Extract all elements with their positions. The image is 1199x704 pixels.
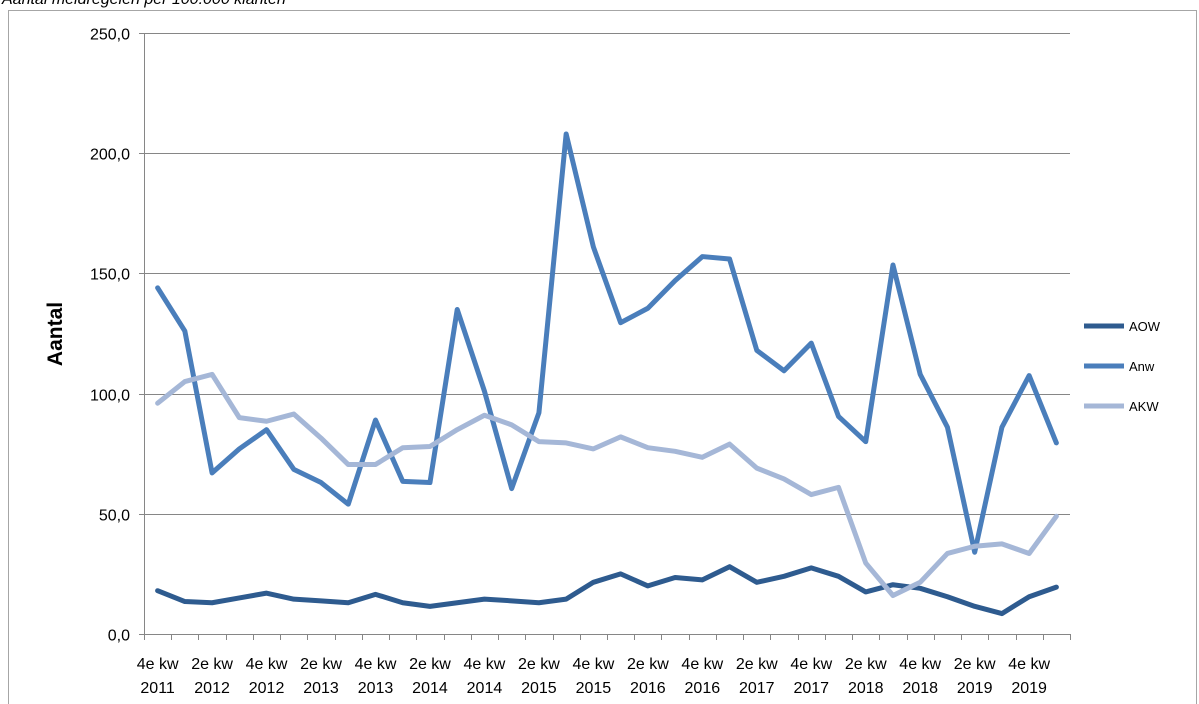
chart-title: Aantal meldregelen per 100.000 klanten — [2, 0, 286, 9]
x-tick-label: 4e kw 2013 — [355, 656, 397, 697]
x-tick-label: 2e kw 2012 — [191, 656, 233, 697]
y-tick-label: 0,0 — [108, 628, 130, 645]
y-tick-label: 100,0 — [90, 388, 130, 405]
x-tick-label: 4e kw 2014 — [464, 656, 506, 697]
x-tick-label: 4e kw 2011 — [137, 656, 179, 697]
x-tick-label: 2e kw 2015 — [518, 656, 560, 697]
y-tick-label: 250,0 — [90, 27, 130, 44]
series-line-anw — [155, 131, 1059, 555]
x-tick-label: 4e kw 2016 — [681, 656, 723, 697]
legend-label: AOW — [1129, 319, 1161, 334]
x-tick-label: 4e kw 2012 — [246, 656, 288, 697]
chart-border — [8, 10, 1197, 704]
y-axis-label: Aantal — [44, 302, 67, 366]
y-tick-label: 200,0 — [90, 147, 130, 164]
y-tick-label: 50,0 — [99, 508, 130, 525]
x-tick-label: 4e kw 2018 — [899, 656, 941, 697]
legend: AOW Anw AKW — [1084, 319, 1161, 414]
legend-label: AKW — [1129, 399, 1159, 414]
x-tick-label: 2e kw 2013 — [300, 656, 342, 697]
x-axis: 4e kw 2011 2e kw 2012 4e kw 2012 2e kw 2013 4e k… — [137, 634, 1071, 697]
x-tick-label: 4e kw 2019 — [1008, 656, 1050, 697]
series-lines — [155, 131, 1059, 617]
x-tick-label: 4e kw 2017 — [790, 656, 832, 697]
y-tick-label: 150,0 — [90, 267, 130, 284]
x-tick-label: 2e kw 2016 — [627, 656, 669, 697]
x-tick-label: 2e kw 2014 — [409, 656, 451, 697]
x-tick-label: 2e kw 2018 — [845, 656, 887, 697]
x-tick-label: 4e kw 2015 — [572, 656, 614, 697]
gridlines — [144, 33, 1070, 515]
series-line-akw — [155, 371, 1059, 599]
x-tick-label: 2e kw 2017 — [736, 656, 778, 697]
x-tick-label: 2e kw 2019 — [954, 656, 996, 697]
legend-label: Anw — [1129, 359, 1155, 374]
y-axis: 0,0 50,0 100,0 150,0 200,0 250,0 — [90, 27, 145, 645]
